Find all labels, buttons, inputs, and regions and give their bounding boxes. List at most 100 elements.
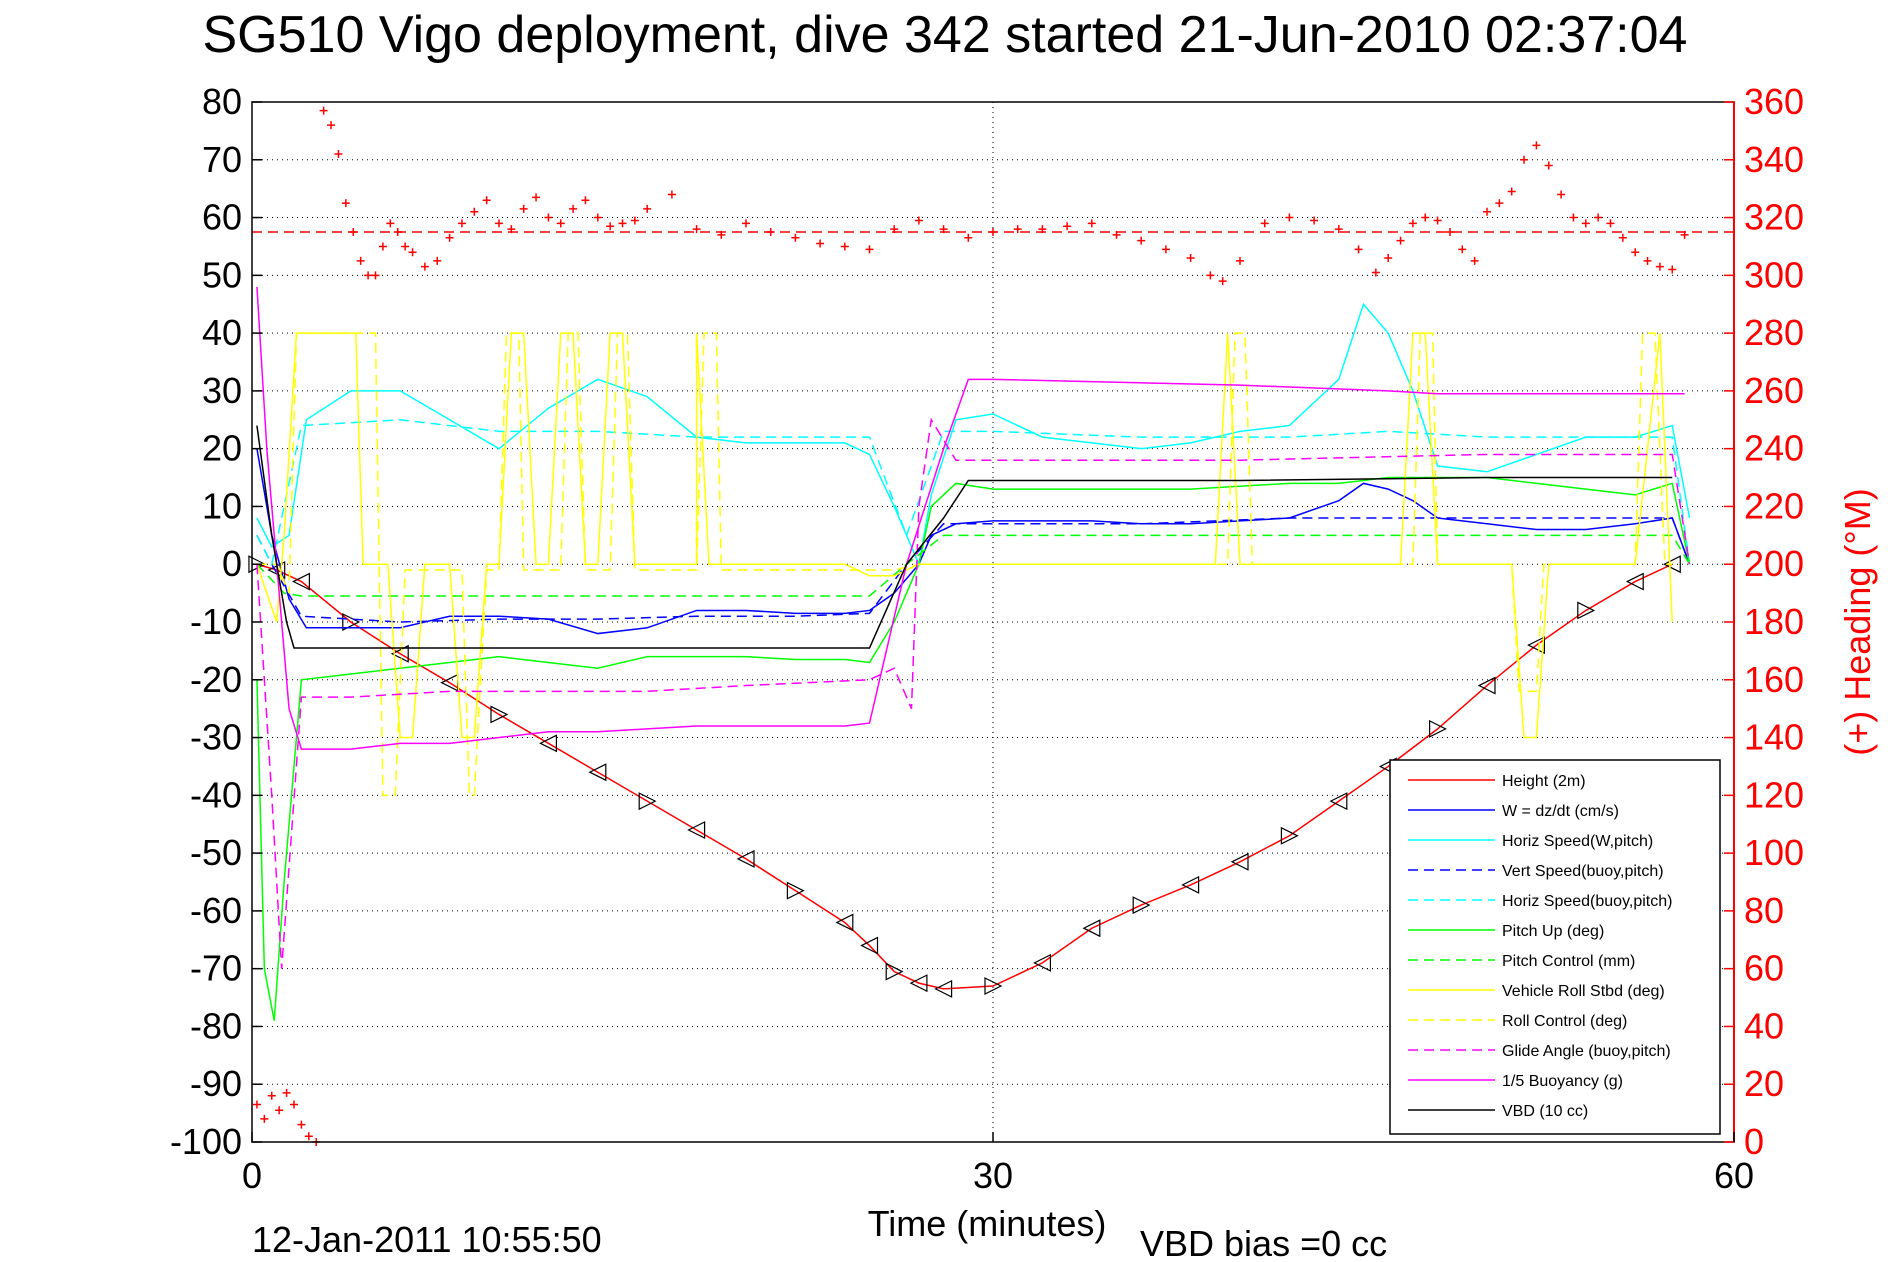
heading-point (1470, 256, 1479, 265)
heading-point (914, 216, 923, 225)
vbd-bias-label: VBD bias =0 cc (1140, 1223, 1387, 1262)
x-tick-label: 60 (1714, 1155, 1754, 1196)
y2-tick-label: 360 (1744, 81, 1804, 122)
heading-point (445, 233, 454, 242)
heading-point (1495, 199, 1504, 208)
heading-point (618, 219, 627, 228)
heading-point (816, 239, 825, 248)
heading-point (1354, 245, 1363, 254)
heading-point (1544, 161, 1553, 170)
height-marker (292, 572, 310, 591)
heading-point (327, 121, 336, 130)
y-tick-label: 60 (202, 197, 242, 238)
height-marker (390, 644, 409, 663)
y-tick-label: 10 (202, 485, 242, 526)
heading-point (304, 1132, 313, 1141)
y2-tick-label: 80 (1744, 890, 1784, 931)
height-marker (638, 792, 657, 811)
heading-point (1063, 222, 1072, 231)
heading-point (532, 193, 541, 202)
legend-label: Pitch Control (mm) (1502, 953, 1635, 970)
y-tick-label: 70 (202, 139, 242, 180)
legend-label: Horiz Speed(W,pitch) (1502, 833, 1653, 850)
heading-point (252, 1100, 261, 1109)
legend-label: Vert Speed(buoy,pitch) (1502, 863, 1664, 880)
heading-point (260, 1114, 269, 1123)
height-marker (984, 977, 1003, 995)
heading-point (1334, 225, 1343, 234)
y2-tick-label: 240 (1744, 428, 1804, 469)
heading-point (1581, 219, 1590, 228)
height-marker (1082, 919, 1101, 938)
legend-box (1389, 759, 1721, 1135)
heading-point (840, 242, 849, 251)
legend-label: Roll Control (deg) (1502, 1013, 1627, 1030)
heading-point (544, 213, 553, 222)
heading-point (1384, 254, 1393, 262)
heading-point (282, 1088, 291, 1097)
legend-label: VBD (10 cc) (1502, 1103, 1588, 1120)
heading-point (593, 213, 602, 222)
heading-point (766, 228, 775, 236)
y2-tick-label: 340 (1744, 139, 1804, 180)
heading-point (1260, 219, 1269, 228)
y2-tick-label: 280 (1744, 312, 1804, 353)
heading-point (1445, 228, 1454, 236)
y2-tick-label: 180 (1744, 601, 1804, 642)
right-axis: 3603403203002802602402202001801601401201… (1724, 81, 1804, 1162)
height-marker (1181, 875, 1200, 894)
height-marker (1428, 719, 1447, 738)
heading-point (742, 219, 750, 228)
legend: Height (2m) W = dz/dt (cm/s) Horiz Speed(W… (1389, 759, 1721, 1135)
heading-point (1643, 256, 1652, 265)
y-tick-label: 80 (202, 81, 242, 122)
heading-point (319, 106, 328, 115)
series-line-11 (256, 425, 1673, 649)
y-tick-label: -50 (190, 832, 242, 873)
heading-point (989, 228, 997, 236)
y2-tick-label: 200 (1744, 543, 1804, 584)
heading-point (569, 204, 578, 213)
heading-point (1206, 271, 1215, 280)
heading-point (1421, 213, 1430, 222)
heading-point (433, 256, 442, 265)
heading-point (964, 233, 973, 242)
series-line-1 (256, 448, 1691, 635)
legend-label: Pitch Up (deg) (1502, 923, 1604, 940)
height-marker (1033, 953, 1052, 972)
heading-point (643, 204, 652, 213)
y2-tick-label: 20 (1744, 1063, 1784, 1104)
height-marker (1662, 555, 1681, 574)
height-marker (1527, 636, 1546, 655)
y2-tick-label: 40 (1744, 1005, 1784, 1046)
heading-point (606, 222, 615, 231)
heading-point (371, 271, 380, 280)
heading-point (1236, 256, 1244, 265)
heading-point (267, 1091, 276, 1100)
height-marker (1329, 792, 1348, 811)
y-tick-label: 30 (202, 370, 242, 411)
heading-point (457, 219, 466, 228)
y-tick-label: -10 (190, 601, 242, 642)
heading-point (393, 228, 402, 236)
heading-point (667, 190, 676, 199)
x-axis-label: Time (minutes) (868, 1203, 1107, 1244)
heading-point (1161, 245, 1170, 254)
heading-point (1087, 219, 1096, 228)
y2-tick-label: 120 (1744, 774, 1804, 815)
x-tick-label: 30 (973, 1155, 1013, 1196)
y2-tick-label: 60 (1744, 948, 1784, 989)
height-marker (835, 913, 854, 932)
height-marker (539, 734, 558, 753)
heading-point (1458, 245, 1467, 254)
heading-point (1618, 233, 1627, 242)
heading-point (1433, 216, 1442, 225)
heading-point (717, 230, 726, 239)
heading-point (1680, 230, 1689, 239)
heading-point (1186, 254, 1195, 262)
heading-point (378, 242, 387, 251)
heading-point (495, 219, 503, 228)
heading-point (865, 245, 874, 254)
heading-point (1606, 219, 1615, 228)
height-marker (342, 613, 361, 631)
